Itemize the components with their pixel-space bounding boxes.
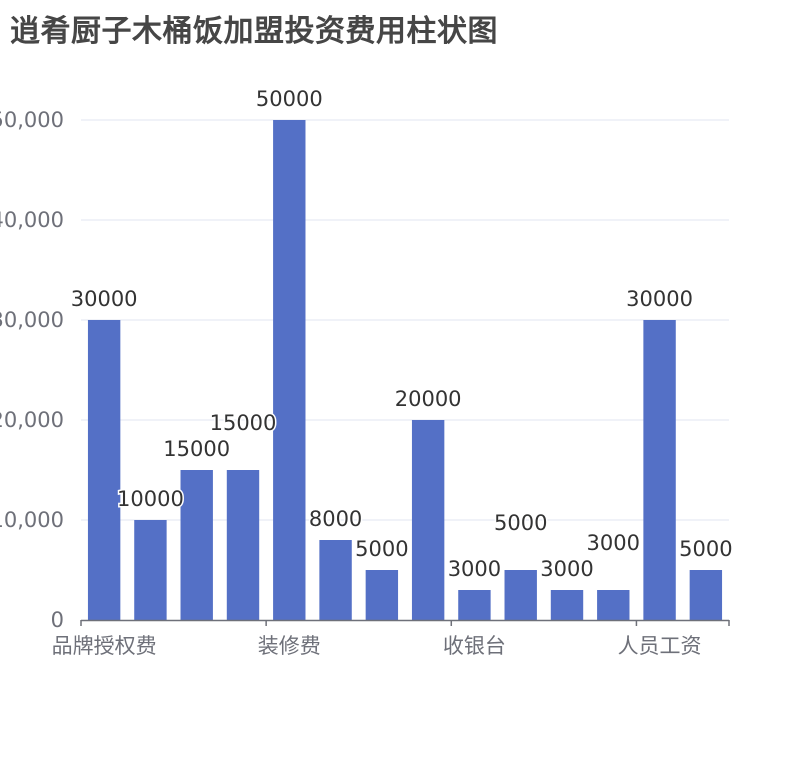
bar [319,540,352,620]
bar [643,320,676,620]
bar [365,570,399,620]
bar [411,420,445,620]
y-tick-label: 30,000 [0,308,64,332]
y-tick-label: 50,000 [0,108,64,132]
data-label: 30000 [71,287,138,311]
data-label: 3000 [448,557,501,581]
data-label: 8000 [309,507,362,531]
x-tick-label: 收银台 [443,634,506,658]
data-label: 20000 [395,387,462,411]
bar [550,590,584,620]
data-label: 5000 [494,511,547,535]
bar [134,520,167,620]
bar [180,470,213,620]
data-label: 3000 [587,531,640,555]
y-tick-label: 20,000 [0,408,64,432]
data-label: 3000 [540,557,593,581]
bar [504,570,537,620]
data-label: 5000 [355,537,408,561]
x-tick-label: 装修费 [258,634,321,658]
chart-title: 逍肴厨子木桶饭加盟投资费用柱状图 [10,14,498,49]
bar [87,320,121,620]
bar [226,470,260,620]
data-label: 50000 [256,87,323,111]
x-tick-label: 品牌授权费 [52,634,157,658]
y-tick-label: 0 [51,608,64,632]
bar [689,570,723,620]
data-label: 5000 [679,537,732,561]
data-label: 30000 [626,287,693,311]
bar [597,590,630,620]
y-tick-label: 40,000 [0,208,64,232]
bar [458,590,491,620]
data-label: 15000 [210,411,277,435]
data-label: 15000 [163,437,230,461]
bar [273,120,306,620]
data-label: 10000 [117,487,184,511]
x-tick-label: 人员工资 [618,634,702,658]
y-tick-label: 10,000 [0,508,64,532]
